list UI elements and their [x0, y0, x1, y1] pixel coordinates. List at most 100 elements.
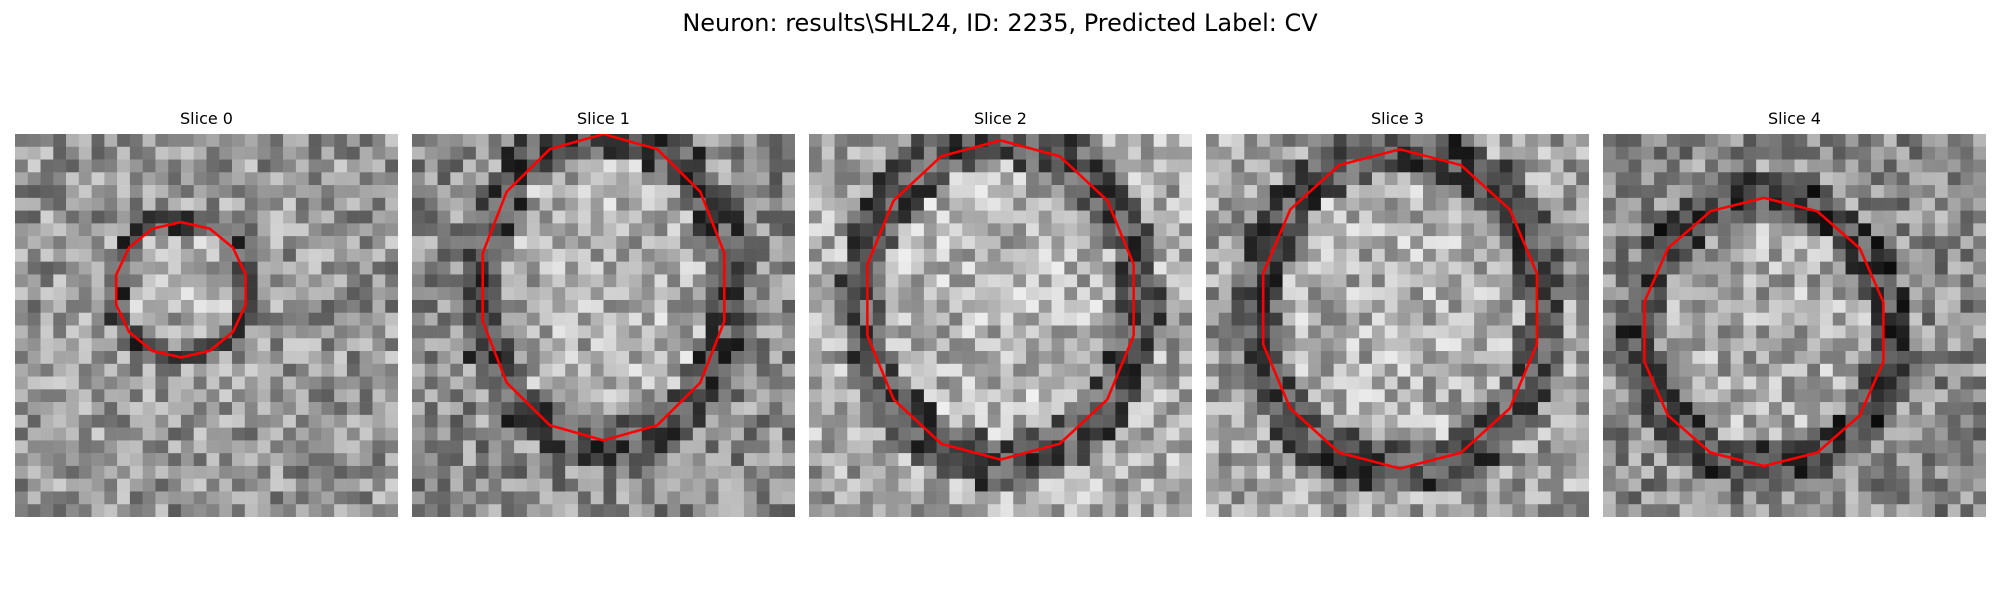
pixel-cell	[180, 453, 194, 467]
pixel-cell	[1486, 453, 1500, 467]
pixel-cell	[1883, 504, 1897, 517]
pixel-cell	[66, 134, 80, 148]
pixel-cell	[1883, 478, 1897, 492]
pixel-cell	[1077, 223, 1091, 237]
pixel-cell	[334, 376, 348, 390]
pixel-cell	[1909, 363, 1923, 377]
pixel-cell	[1308, 287, 1322, 301]
pixel-cell	[1922, 389, 1936, 403]
pixel-cell	[1115, 210, 1129, 224]
pixel-cell	[1051, 274, 1065, 288]
pixel-cell	[629, 172, 643, 186]
pixel-cell	[424, 236, 438, 250]
pixel-cell	[962, 287, 976, 301]
pixel-cell	[821, 248, 835, 262]
pixel-cell	[1397, 363, 1411, 377]
pixel-cell	[1038, 134, 1052, 148]
pixel-cell	[1282, 376, 1296, 390]
pixel-cell	[1257, 427, 1271, 441]
pixel-cell	[488, 312, 502, 326]
pixel-cell	[1550, 465, 1564, 479]
pixel-cell	[1077, 134, 1091, 148]
pixel-cell	[1730, 146, 1744, 160]
pixel-cell	[1576, 210, 1589, 224]
pixel-cell	[424, 134, 438, 148]
pixel-cell	[180, 491, 194, 505]
pixel-cell	[1269, 299, 1283, 313]
pixel-cell	[1756, 325, 1770, 339]
pixel-cell	[40, 491, 54, 505]
pixel-cell	[680, 146, 694, 160]
pixel-cell	[1743, 376, 1757, 390]
pixel-cell	[1730, 287, 1744, 301]
pixel-cell	[1794, 414, 1808, 428]
pixel-cell	[1628, 248, 1642, 262]
pixel-cell	[641, 274, 655, 288]
pixel-cell	[1474, 402, 1488, 416]
pixel-cell	[1717, 389, 1731, 403]
pixel-cell	[40, 299, 54, 313]
pixel-cell	[1896, 414, 1910, 428]
pixel-cell	[1896, 427, 1910, 441]
pixel-cell	[705, 172, 719, 186]
pixel-cell	[424, 210, 438, 224]
pixel-cell	[1397, 389, 1411, 403]
pixel-cell	[372, 427, 386, 441]
pixel-cell	[1934, 261, 1948, 275]
pixel-cell	[769, 185, 783, 199]
pixel-cell	[1947, 299, 1961, 313]
pixel-cell	[1717, 504, 1731, 517]
pixel-cell	[1960, 465, 1974, 479]
pixel-cell	[142, 197, 156, 211]
pixel-cell	[488, 159, 502, 173]
pixel-cell	[667, 414, 681, 428]
pixel-cell	[488, 248, 502, 262]
pixel-cell	[334, 223, 348, 237]
pixel-cell	[1756, 223, 1770, 237]
pixel-cell	[1282, 159, 1296, 173]
pixel-cell	[1730, 363, 1744, 377]
pixel-cell	[1013, 491, 1027, 505]
pixel-cell	[270, 287, 284, 301]
pixel-cell	[308, 312, 322, 326]
pixel-cell	[1525, 236, 1539, 250]
pixel-cell	[155, 465, 169, 479]
pixel-cell	[1525, 389, 1539, 403]
pixel-cell	[1128, 159, 1142, 173]
pixel-cell	[424, 185, 438, 199]
pixel-cell	[155, 453, 169, 467]
pixel-cell	[1218, 325, 1232, 339]
pixel-cell	[756, 274, 770, 288]
pixel-cell	[1730, 338, 1744, 352]
pixel-cell	[437, 248, 451, 262]
pixel-cell	[1922, 504, 1936, 517]
pixel-cell	[1269, 287, 1283, 301]
pixel-cell	[334, 146, 348, 160]
pixel-cell	[1499, 338, 1513, 352]
pixel-cell	[193, 172, 207, 186]
pixel-cell	[1166, 338, 1180, 352]
pixel-cell	[1807, 453, 1821, 467]
pixel-cell	[1435, 312, 1449, 326]
pixel-cell	[1628, 376, 1642, 390]
pixel-cell	[66, 389, 80, 403]
pixel-cell	[1423, 338, 1437, 352]
pixel-cell	[206, 338, 220, 352]
pixel-cell	[1871, 414, 1885, 428]
pixel-cell	[372, 453, 386, 467]
pixel-cell	[641, 159, 655, 173]
pixel-cell	[1166, 402, 1180, 416]
pixel-cell	[15, 287, 29, 301]
pixel-cell	[1269, 478, 1283, 492]
pixel-cell	[654, 427, 668, 441]
pixel-cell	[680, 465, 694, 479]
pixel-cell	[809, 172, 823, 186]
pixel-cell	[1934, 504, 1948, 517]
pixel-cell	[463, 223, 477, 237]
pixel-cell	[1448, 197, 1462, 211]
pixel-cell	[1563, 261, 1577, 275]
pixel-cell	[1000, 287, 1014, 301]
pixel-cell	[206, 402, 220, 416]
pixel-cell	[385, 172, 398, 186]
pixel-cell	[565, 363, 579, 377]
